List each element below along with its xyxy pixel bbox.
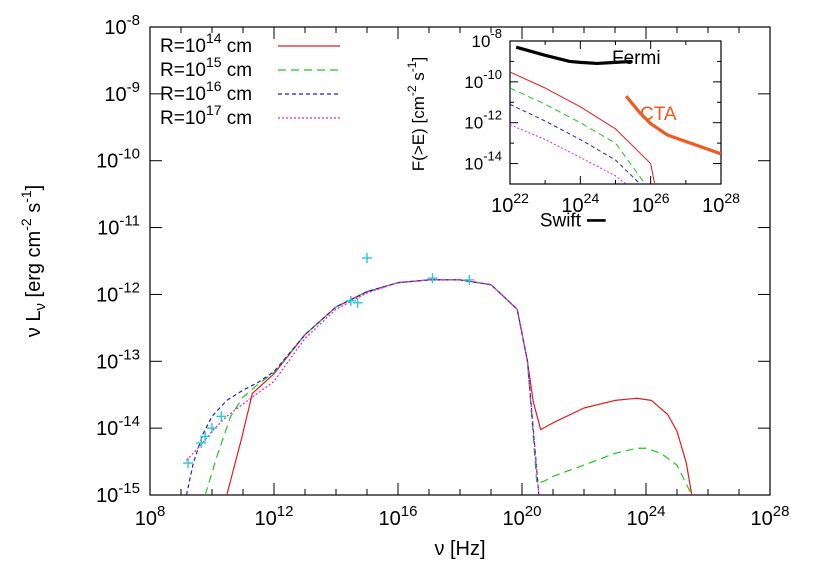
legend-entry-label: R=1015 cm [160,54,252,81]
y-tick-label: 10-10 [96,146,140,173]
x-tick-label: 1012 [255,503,294,530]
main-x-tick-labels: 108 1012 1016 1020 1024 1028 [135,503,790,530]
observation-marker [216,411,227,422]
inset-series-line-6 [510,124,627,184]
main-y-tick-labels: 10-15 10-14 10-13 10-12 10-11 10-10 10-9 10-8 [96,12,140,507]
x-tick-label: 1024 [627,503,666,530]
inset-axis-ticks [509,40,722,185]
y-tick-label: 10-14 [96,413,140,440]
x-tick-label: 1020 [503,503,542,530]
x-axis-label: ν [Hz] [434,538,485,560]
swift-label: Swift [540,210,582,231]
inset-series-line-1 [515,45,633,66]
inset-y-tick-label: 10-14 [464,149,502,174]
observation-marker [196,437,207,448]
y-axis-label: ν Lν [erg cm-2 s-1] [18,185,49,337]
inset-y-tick-labels: 10-14 10-12 10-10 10-8 [464,26,502,174]
inset-series-line-2 [624,95,721,156]
observation-marker [183,458,194,469]
inset-plot: 1022 1024 1026 1028 10-14 10-12 10-10 10-8 Fer… [405,26,740,217]
inset-series-lines [510,45,721,184]
series-line-2 [204,279,693,495]
main-plot: 108 1012 1016 1020 1024 1028 10-1510-1410-131… [18,12,789,560]
observation-marker [345,295,356,306]
y-tick-label: 10-9 [104,79,140,106]
cta-label: CTA [640,104,677,125]
y-tick-label: 10-15 [96,480,140,507]
inset-x-tick-label: 1022 [491,190,529,217]
inset-x-tick-label: 1024 [561,190,599,217]
inset-series-line-5 [510,103,641,184]
y-tick-label: 10-12 [96,279,140,306]
observation-marker [207,423,217,434]
x-tick-label: 1028 [751,503,790,530]
x-tick-label: 1016 [379,503,418,530]
inset-series-line-4 [510,87,646,184]
main-series-lines [185,279,693,495]
y-axis-label-text: ν Lν [erg cm-2 s-1] [18,185,49,337]
legend-entry-label: R=1014 cm [160,30,252,57]
y-tick-label: 10-13 [96,346,140,373]
observation-marker [427,273,438,284]
legend-entry-label: R=1017 cm [160,102,252,129]
series-line-4 [186,279,540,495]
observation-marker [362,253,372,264]
series-line-1 [226,279,693,495]
inset-y-tick-label: 10-10 [464,67,502,92]
observation-marker [352,297,363,308]
swift-annotation: Swift [540,210,606,231]
inset-y-axis-label: F(>E) [cm-2 s-1] [405,57,428,171]
inset-y-axis-label-text: F(>E) [cm-2 s-1] [405,57,428,171]
inset-y-tick-label: 10-8 [472,26,502,51]
fermi-label: Fermi [612,48,661,69]
inset-x-tick-label: 1026 [632,190,670,217]
y-tick-label: 10-8 [104,12,140,39]
legend-entry-label: R=1016 cm [160,78,252,105]
y-tick-label: 10-11 [97,213,140,240]
inset-x-tick-labels: 1022 1024 1026 1028 [491,190,740,217]
observation-marker [200,431,211,442]
main-axis-ticks [149,26,771,496]
observation-points [183,253,475,469]
inset-series-line-3 [510,71,656,184]
inset-x-tick-label: 1028 [702,190,740,217]
inset-y-tick-label: 10-12 [464,108,502,133]
legend: R=1014 cmR=1015 cmR=1016 cmR=1017 cm [160,30,340,129]
observation-marker [464,274,475,285]
x-tick-label: 108 [135,503,166,530]
series-line-3 [185,279,540,495]
